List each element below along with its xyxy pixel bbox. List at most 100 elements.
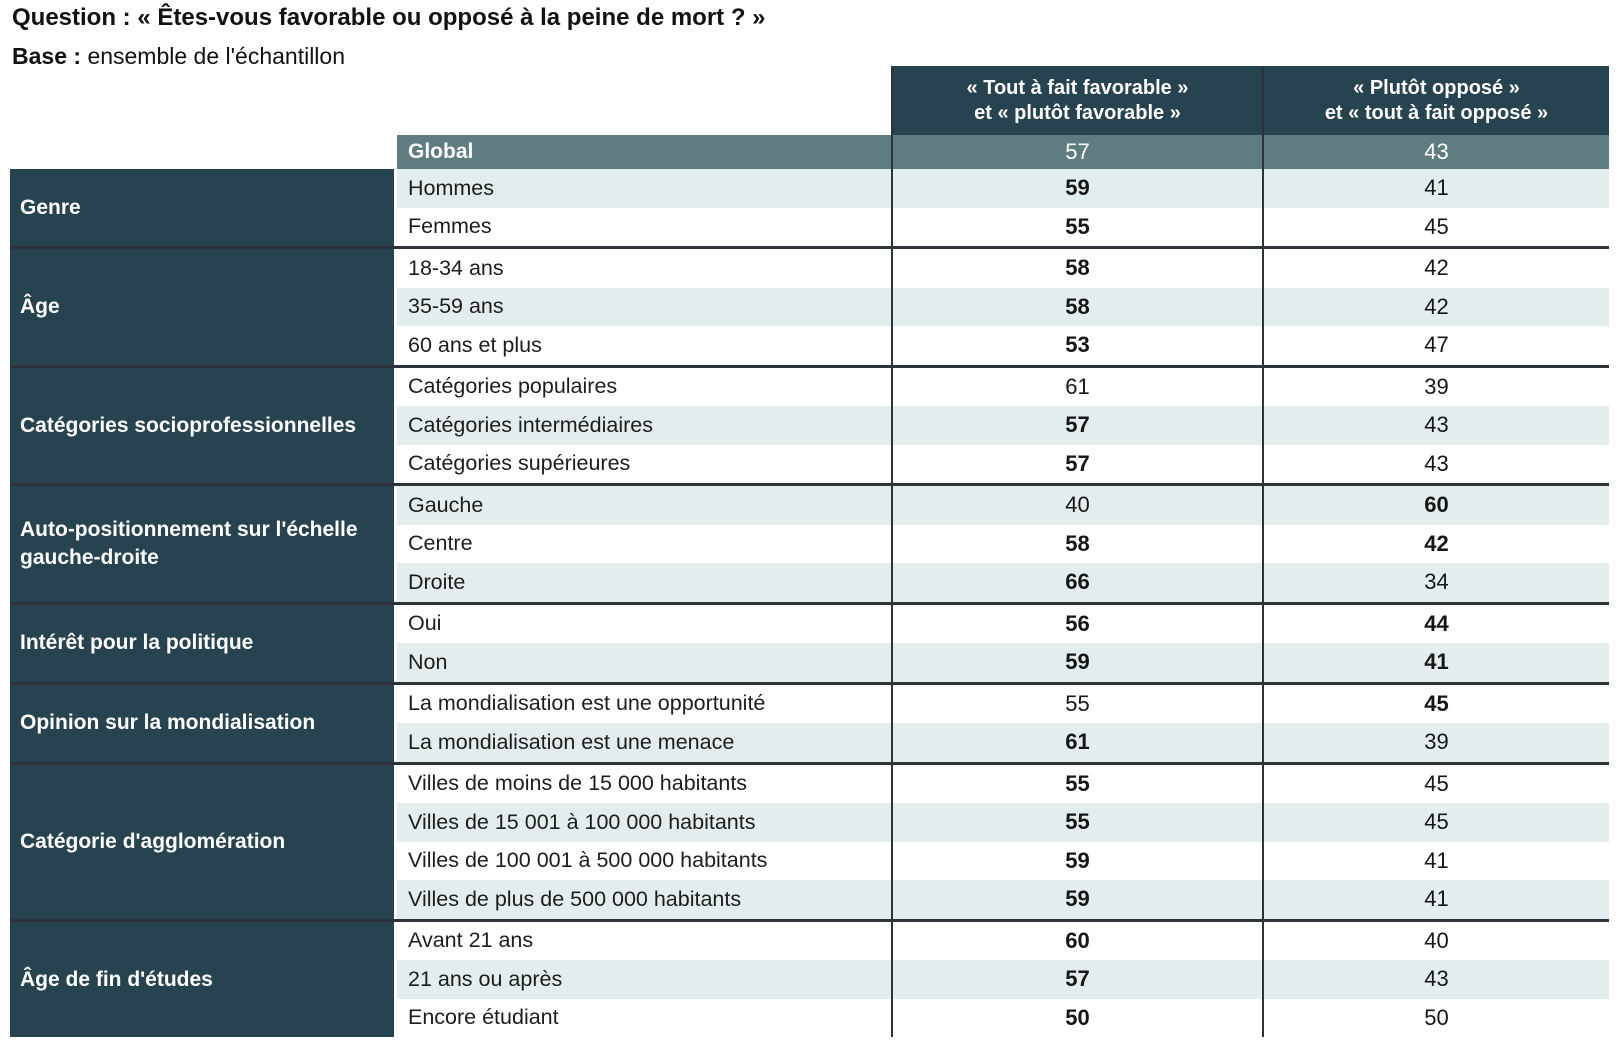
- group-label: Âge: [10, 249, 394, 365]
- group-interet-politique: Intérêt pour la politique Oui 56 44 Non …: [10, 601, 1609, 682]
- group-label: Âge de fin d'études: [10, 921, 394, 1037]
- value-favorable: 59: [891, 643, 1262, 682]
- value-favorable: 56: [891, 604, 1262, 643]
- value-opposed: 42: [1262, 524, 1609, 563]
- column-header-opposed-line2: et « tout à fait opposé »: [1324, 101, 1549, 124]
- row-label: La mondialisation est une opportunité: [397, 684, 891, 723]
- row-label: Hommes: [397, 169, 891, 208]
- value-favorable: 58: [891, 249, 1262, 288]
- value-opposed: 43: [1262, 135, 1609, 169]
- value-favorable: 60: [891, 921, 1262, 960]
- value-opposed: 41: [1262, 169, 1609, 208]
- value-favorable: 66: [891, 563, 1262, 602]
- value-favorable: 61: [891, 367, 1262, 406]
- value-favorable: 50: [891, 998, 1262, 1037]
- row-label: Villes de moins de 15 000 habitants: [397, 764, 891, 803]
- column-header-favorable: « Tout à fait favorable » et « plutôt fa…: [891, 66, 1262, 135]
- value-opposed: 39: [1262, 367, 1609, 406]
- row-label: Femmes: [397, 207, 891, 246]
- row-label: 60 ans et plus: [397, 326, 891, 365]
- row-label: Catégories populaires: [397, 367, 891, 406]
- value-favorable: 55: [891, 684, 1262, 723]
- value-opposed: 34: [1262, 563, 1609, 602]
- value-opposed: 44: [1262, 604, 1609, 643]
- row-label: Catégories supérieures: [397, 444, 891, 483]
- value-opposed: 39: [1262, 723, 1609, 762]
- column-header-favorable-line1: « Tout à fait favorable »: [966, 76, 1189, 99]
- question-text: « Êtes-vous favorable ou opposé à la pei…: [137, 4, 766, 31]
- value-opposed: 60: [1262, 486, 1609, 525]
- value-opposed: 41: [1262, 643, 1609, 682]
- group-agglomeration: Catégorie d'agglomération Villes de moin…: [10, 761, 1609, 919]
- row-label: Catégories intermédiaires: [397, 406, 891, 445]
- row-label: Encore étudiant: [397, 998, 891, 1037]
- group-genre: Genre Hommes 59 41 Femmes 55 45: [10, 169, 1609, 246]
- row-label: La mondialisation est une menace: [397, 723, 891, 762]
- base-line: Base : ensemble de l'échantillon: [12, 43, 766, 70]
- row-label: 35-59 ans: [397, 287, 891, 326]
- value-opposed: 45: [1262, 684, 1609, 723]
- value-opposed: 40: [1262, 921, 1609, 960]
- value-favorable: 55: [891, 764, 1262, 803]
- value-opposed: 42: [1262, 249, 1609, 288]
- group-label: Opinion sur la mondialisation: [10, 684, 394, 762]
- value-opposed: 42: [1262, 287, 1609, 326]
- row-label: Non: [397, 643, 891, 682]
- group-label: Genre: [10, 169, 394, 246]
- page-header: Question : « Êtes-vous favorable ou oppo…: [12, 2, 766, 70]
- row-label: Droite: [397, 563, 891, 602]
- value-favorable: 57: [891, 406, 1262, 445]
- value-opposed: 43: [1262, 406, 1609, 445]
- value-opposed: 43: [1262, 444, 1609, 483]
- value-favorable: 57: [891, 135, 1262, 169]
- row-label: Gauche: [397, 486, 891, 525]
- value-favorable: 40: [891, 486, 1262, 525]
- group-auto-positionnement: Auto-positionnement sur l'échelle gauche…: [10, 483, 1609, 602]
- group-label: Intérêt pour la politique: [10, 604, 394, 682]
- group-fin-etudes: Âge de fin d'études Avant 21 ans 60 40 2…: [10, 918, 1609, 1037]
- value-favorable: 55: [891, 207, 1262, 246]
- group-csp: Catégories socioprofessionnelles Catégor…: [10, 364, 1609, 483]
- value-opposed: 47: [1262, 326, 1609, 365]
- value-favorable: 59: [891, 169, 1262, 208]
- base-text: ensemble de l'échantillon: [87, 43, 345, 70]
- value-opposed: 45: [1262, 207, 1609, 246]
- group-age: Âge 18-34 ans 58 42 35-59 ans 58 42 60 a…: [10, 246, 1609, 365]
- value-favorable: 57: [891, 960, 1262, 999]
- value-opposed: 45: [1262, 764, 1609, 803]
- row-label: Villes de 15 001 à 100 000 habitants: [397, 803, 891, 842]
- value-favorable: 58: [891, 524, 1262, 563]
- question-label: Question :: [12, 4, 131, 31]
- base-label: Base :: [12, 43, 82, 70]
- value-opposed: 41: [1262, 880, 1609, 919]
- column-header-opposed-line1: « Plutôt opposé »: [1353, 76, 1520, 99]
- value-favorable: 58: [891, 287, 1262, 326]
- column-header-favorable-line2: et « plutôt favorable »: [974, 101, 1181, 124]
- group-label: Auto-positionnement sur l'échelle gauche…: [10, 486, 394, 602]
- group-label: Catégorie d'agglomération: [10, 764, 394, 919]
- row-label: Villes de 100 001 à 500 000 habitants: [397, 841, 891, 880]
- group-mondialisation: Opinion sur la mondialisation La mondial…: [10, 681, 1609, 762]
- value-favorable: 53: [891, 326, 1262, 365]
- value-favorable: 57: [891, 444, 1262, 483]
- value-favorable: 55: [891, 803, 1262, 842]
- row-label: 21 ans ou après: [397, 960, 891, 999]
- row-label: Avant 21 ans: [397, 921, 891, 960]
- row-label: Oui: [397, 604, 891, 643]
- row-label: Villes de plus de 500 000 habitants: [397, 880, 891, 919]
- global-row: Global 57 43: [10, 135, 1609, 169]
- value-opposed: 43: [1262, 960, 1609, 999]
- row-label: Global: [397, 135, 891, 169]
- row-label: Centre: [397, 524, 891, 563]
- value-opposed: 45: [1262, 803, 1609, 842]
- row-label: 18-34 ans: [397, 249, 891, 288]
- value-favorable: 61: [891, 723, 1262, 762]
- group-label: Catégories socioprofessionnelles: [10, 367, 394, 483]
- value-opposed: 50: [1262, 998, 1609, 1037]
- value-favorable: 59: [891, 880, 1262, 919]
- value-favorable: 59: [891, 841, 1262, 880]
- results-table: « Tout à fait favorable » et « plutôt fa…: [10, 66, 1609, 1037]
- table-header-row: « Tout à fait favorable » et « plutôt fa…: [10, 66, 1609, 135]
- question-line: Question : « Êtes-vous favorable ou oppo…: [12, 2, 766, 34]
- column-header-opposed: « Plutôt opposé » et « tout à fait oppos…: [1262, 66, 1609, 135]
